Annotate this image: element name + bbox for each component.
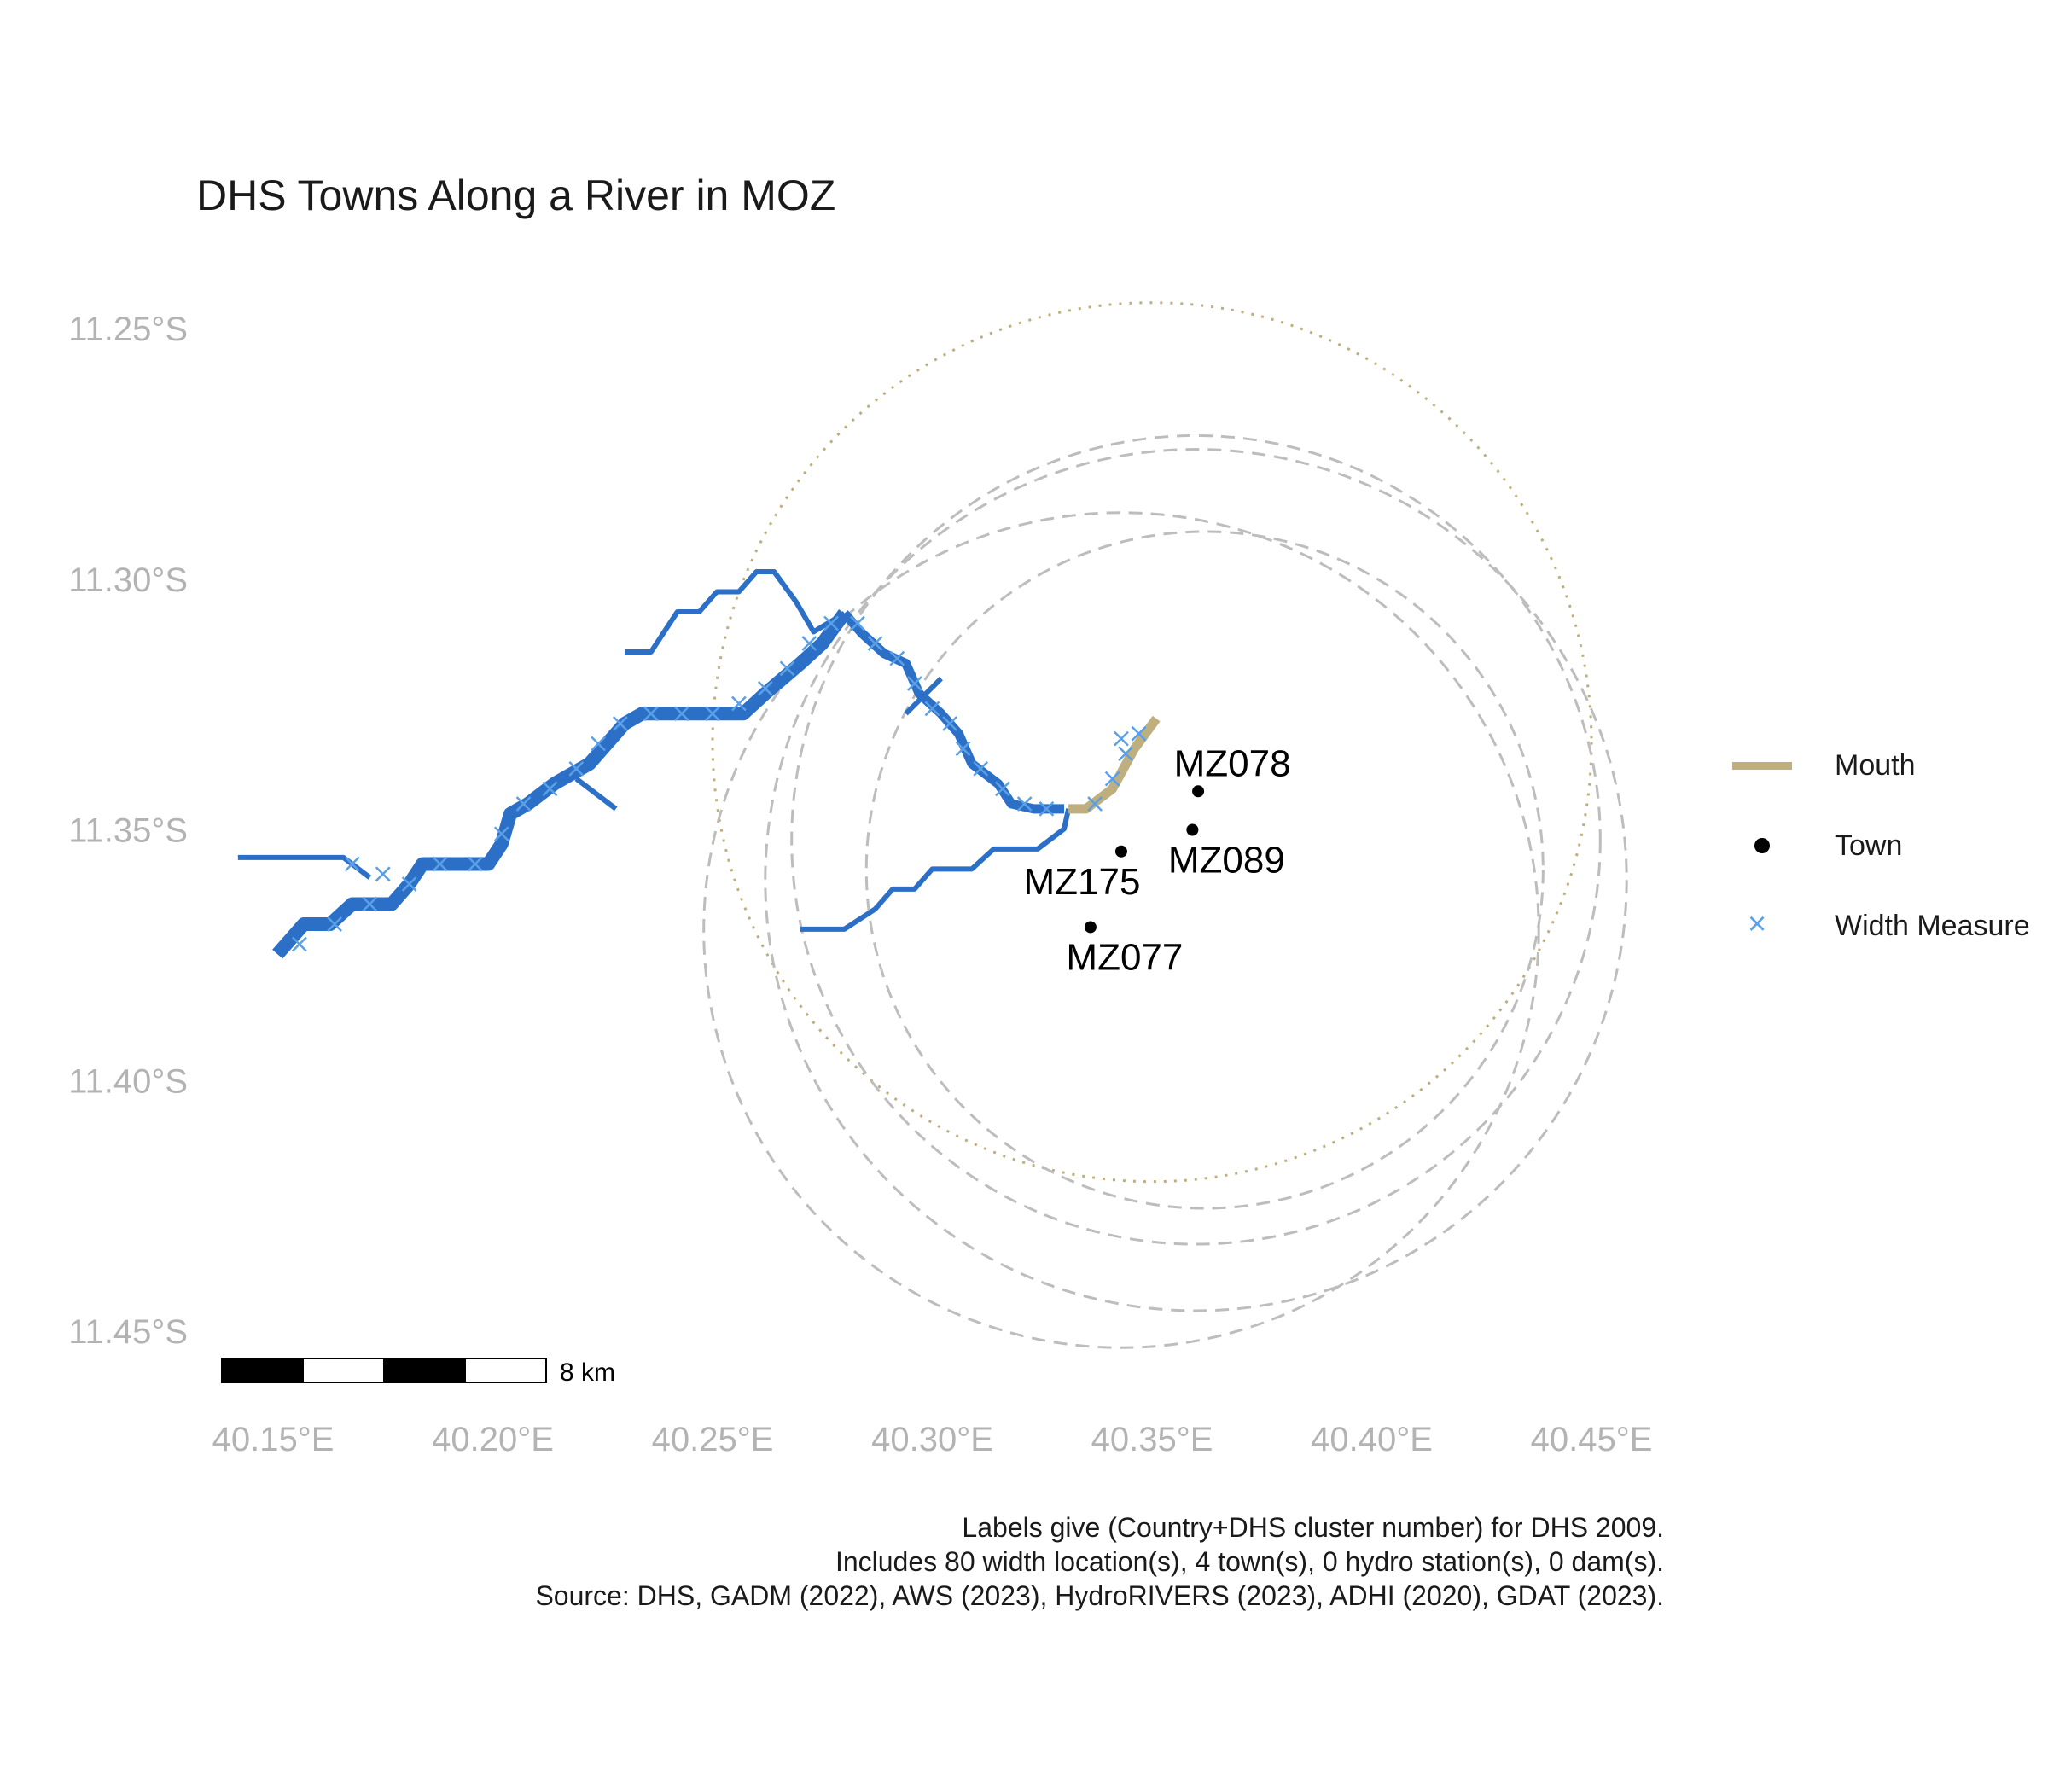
mouth-line-icon bbox=[1724, 748, 1801, 783]
x-tick-label-2: 40.20°E bbox=[432, 1421, 554, 1458]
legend: Mouth Town × Width Measure bbox=[1724, 725, 2030, 966]
width-measure-32 bbox=[1087, 796, 1103, 812]
buffer-circle-4 bbox=[790, 433, 1602, 1246]
width-measures bbox=[292, 615, 1147, 952]
x-tick-label-6: 40.40°E bbox=[1311, 1421, 1433, 1458]
scale-bar-seg-3 bbox=[383, 1358, 466, 1383]
width-measure-29 bbox=[995, 781, 1010, 797]
towns: MZ078 MZ089 MZ175 MZ077 bbox=[1023, 742, 1290, 978]
axes: 40.15°E 40.20°E 40.25°E 40.30°E 40.35°E 40.40… bbox=[68, 311, 1652, 1458]
width-measure-11 bbox=[591, 736, 606, 752]
scale-bar-label: 8 km bbox=[560, 1359, 615, 1387]
width-measure-14 bbox=[674, 706, 689, 722]
map-title: DHS Towns Along a River in MOZ bbox=[196, 172, 836, 219]
width-measure-8 bbox=[515, 796, 532, 812]
width-measure-20 bbox=[823, 615, 839, 631]
y-tick-label-3: 11.35°S bbox=[68, 812, 188, 850]
width-measure-10 bbox=[568, 760, 585, 777]
width-measure-33 bbox=[1104, 771, 1120, 787]
width-measure-22 bbox=[867, 636, 883, 651]
river-network bbox=[237, 568, 1072, 959]
scale-bar: 8 km bbox=[221, 1358, 615, 1387]
width-measure-18 bbox=[779, 660, 795, 677]
x-tick-label-3: 40.25°E bbox=[652, 1421, 774, 1458]
river-segment-4 bbox=[625, 568, 847, 655]
legend-label-width-measure: Width Measure bbox=[1835, 909, 2030, 942]
width-measure-6 bbox=[468, 856, 483, 872]
width-measure-17 bbox=[757, 680, 773, 696]
legend-label-mouth: Mouth bbox=[1835, 748, 1916, 782]
width-measure-37 bbox=[344, 856, 360, 872]
town-dot-MZ175 bbox=[1114, 845, 1127, 858]
town-label-MZ077: MZ077 bbox=[1066, 936, 1183, 978]
river-segment-5 bbox=[574, 777, 618, 812]
legend-item-width-measure: × Width Measure bbox=[1724, 886, 2030, 966]
river-mouth bbox=[1068, 715, 1161, 814]
river-segment-7 bbox=[800, 808, 1072, 932]
scale-bar-seg-2 bbox=[302, 1358, 385, 1383]
town-dot-icon bbox=[1724, 829, 1801, 863]
width-measure-4 bbox=[401, 876, 417, 892]
town-label-MZ078: MZ078 bbox=[1174, 742, 1291, 784]
buffer-circle-5 bbox=[864, 530, 1545, 1210]
scale-bar-seg-4 bbox=[464, 1358, 547, 1383]
width-measure-36 bbox=[1114, 730, 1129, 747]
caption-line-3: Source: DHS, GADM (2022), AWS (2023), Hy… bbox=[535, 1580, 1664, 1611]
y-tick-label-4: 11.40°S bbox=[68, 1062, 188, 1100]
river-segment-6 bbox=[904, 676, 943, 716]
caption-line-2: Includes 80 width location(s), 4 town(s)… bbox=[835, 1546, 1664, 1577]
width-measure-26 bbox=[942, 716, 957, 731]
town-dot-MZ089 bbox=[1186, 823, 1199, 836]
town-label-MZ175: MZ175 bbox=[1023, 861, 1140, 903]
width-measure-24 bbox=[907, 676, 922, 691]
river-segment-1 bbox=[272, 608, 850, 959]
width-measure-35 bbox=[1131, 725, 1147, 742]
legend-item-town: Town bbox=[1724, 806, 2030, 886]
width-measure-38 bbox=[375, 866, 391, 882]
buffer-circle-1 bbox=[711, 301, 1593, 1184]
width-measure-9 bbox=[542, 781, 558, 797]
legend-label-town: Town bbox=[1835, 829, 1903, 862]
width-measure-2 bbox=[327, 916, 342, 932]
width-measure-28 bbox=[973, 760, 989, 777]
y-tick-label-5: 11.45°S bbox=[68, 1313, 188, 1351]
width-measure-23 bbox=[889, 650, 905, 666]
width-measure-13 bbox=[643, 706, 659, 722]
y-tick-label-2: 11.30°S bbox=[68, 561, 188, 599]
buffer-circle-3 bbox=[764, 448, 1628, 1312]
buffer-circles bbox=[702, 301, 1628, 1349]
x-tick-label-1: 40.15°E bbox=[212, 1421, 335, 1458]
width-measure-27 bbox=[955, 741, 971, 757]
scale-bar-seg-1 bbox=[221, 1358, 304, 1383]
y-tick-label-1: 11.25°S bbox=[68, 311, 188, 348]
width-measure-31 bbox=[1039, 800, 1055, 817]
buffer-circle-2 bbox=[702, 511, 1540, 1349]
x-tick-label-7: 40.45°E bbox=[1531, 1421, 1653, 1458]
width-measure-1 bbox=[292, 936, 307, 952]
mouth-line bbox=[1068, 715, 1161, 814]
width-measure-5 bbox=[432, 856, 448, 872]
width-measure-19 bbox=[801, 636, 817, 651]
width-measure-21 bbox=[850, 615, 865, 631]
width-measure-34 bbox=[1118, 746, 1133, 762]
caption: Labels give (Country+DHS cluster number)… bbox=[535, 1510, 1664, 1613]
width-measure-7 bbox=[493, 826, 509, 842]
width-measure-25 bbox=[924, 701, 940, 717]
x-tick-label-4: 40.30°E bbox=[871, 1421, 993, 1458]
river-segment-3 bbox=[237, 854, 372, 880]
town-dot-MZ077 bbox=[1084, 921, 1097, 934]
caption-line-1: Labels give (Country+DHS cluster number)… bbox=[962, 1512, 1664, 1543]
town-dot-MZ078 bbox=[1192, 785, 1205, 798]
width-measure-16 bbox=[731, 695, 747, 712]
legend-item-mouth: Mouth bbox=[1724, 725, 2030, 806]
width-measure-3 bbox=[362, 896, 378, 912]
x-tick-label-5: 40.35°E bbox=[1091, 1421, 1213, 1458]
town-label-MZ089: MZ089 bbox=[1168, 840, 1285, 881]
width-measure-12 bbox=[612, 716, 628, 731]
width-measure-15 bbox=[705, 706, 720, 722]
width-measure-30 bbox=[1016, 796, 1033, 812]
width-x-icon: × bbox=[1748, 906, 1767, 942]
